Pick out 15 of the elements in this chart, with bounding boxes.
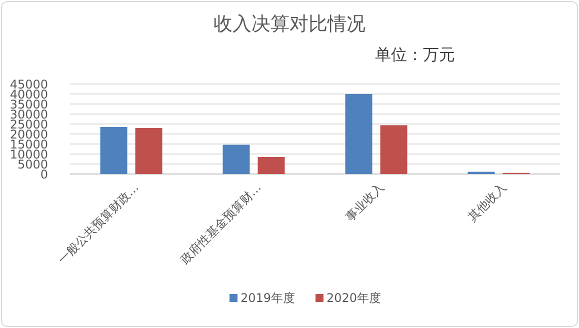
x-tick-label: 事业收入 [342,180,386,224]
bar [100,127,128,174]
y-tick-label: 0 [40,168,48,182]
chart-subtitle: 单位：万元 [375,45,455,64]
bar [258,157,285,174]
x-tick-label: 政府性基金预算财… [178,180,264,266]
bar [135,128,162,174]
bar [380,125,408,174]
x-tick-label: 一般公共预算财政… [55,180,142,266]
chart-title: 收入决算对比情况 [214,13,366,35]
bar [222,144,250,174]
x-tick-label: 其他收入 [465,180,509,224]
legend-label: 2020年度 [326,291,382,305]
bar [345,94,372,174]
legend-label: 2019年度 [240,291,296,305]
